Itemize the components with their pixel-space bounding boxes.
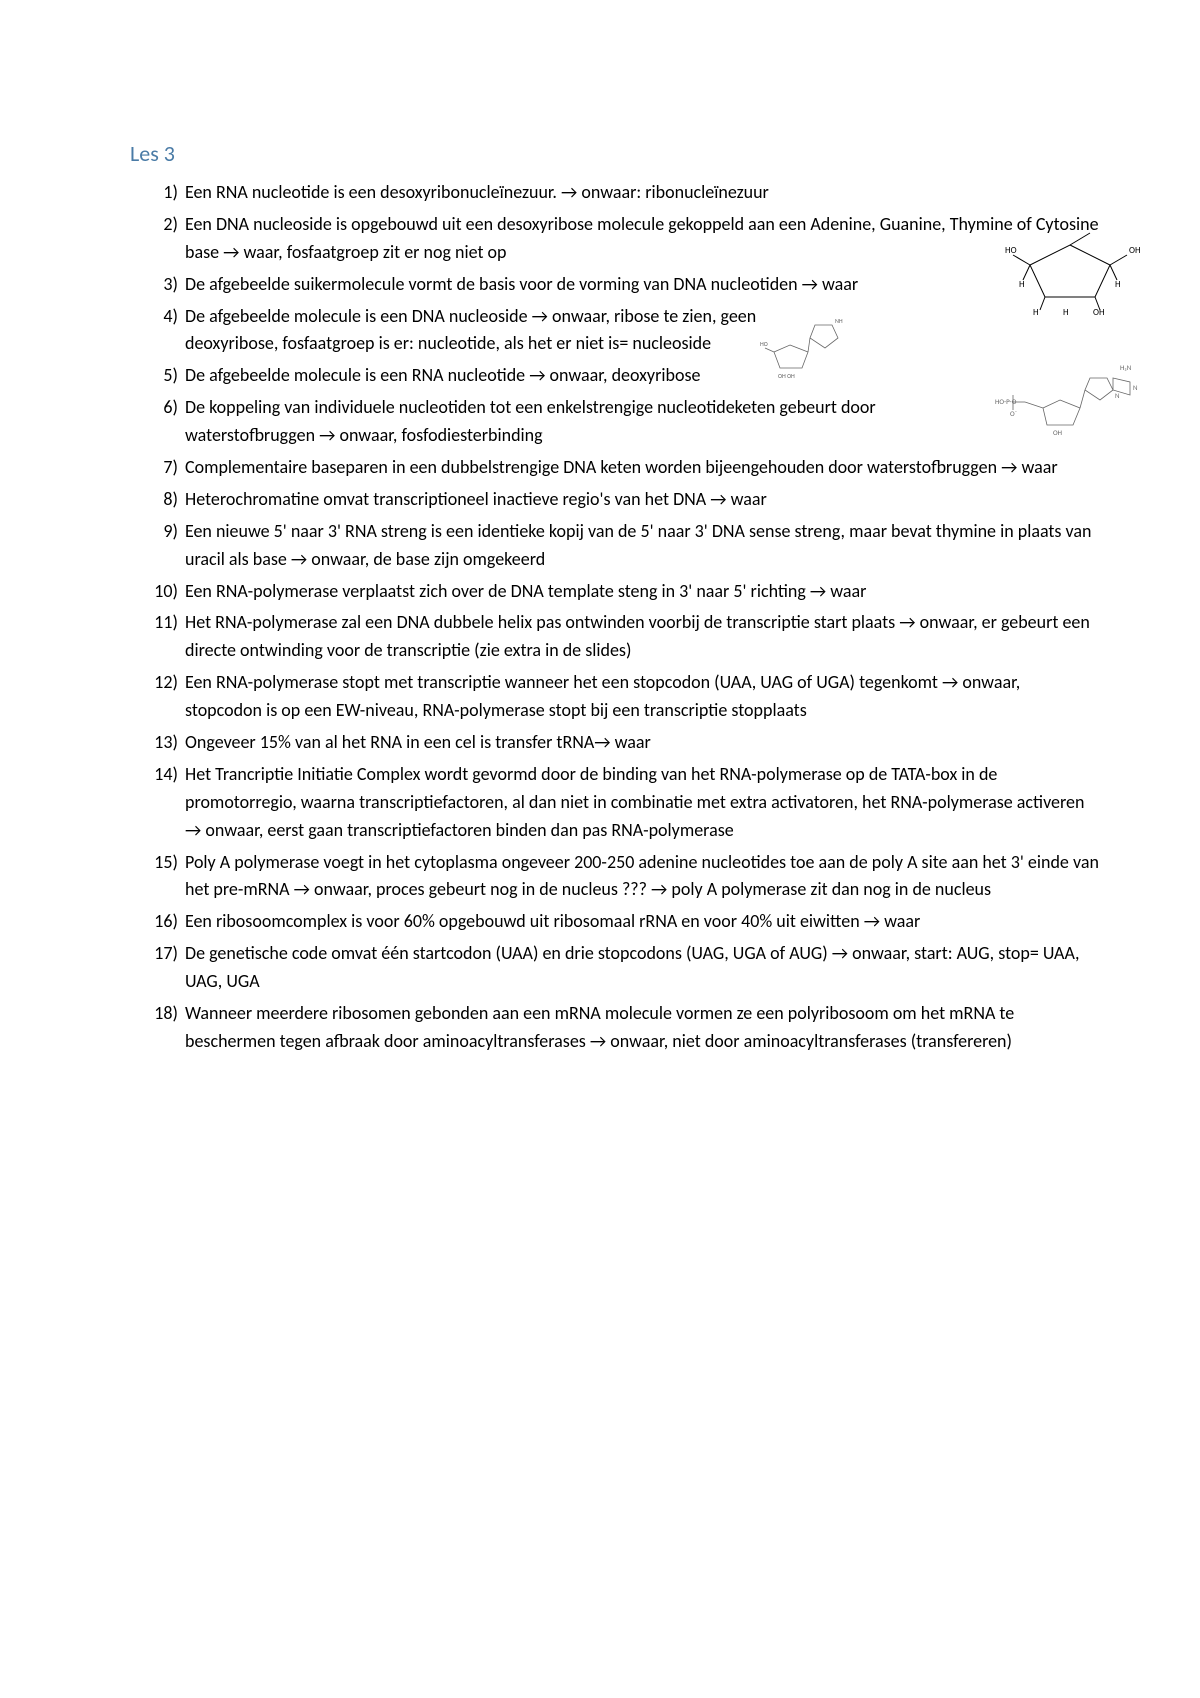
list-item: Complementaire baseparen in een dubbelst…: [140, 454, 1100, 482]
sugar-molecule-diagram: HO OH H H H OH H: [995, 225, 1145, 315]
list-item: De koppeling van individuele nucleotiden…: [140, 394, 1100, 450]
question-list: Een RNA nucleotide is een desoxyribonucl…: [140, 179, 1100, 1056]
nucleoside-molecule-diagram: HO NH OH OH: [760, 310, 850, 380]
svg-text:H: H: [1115, 279, 1121, 290]
svg-text:H₂N: H₂N: [1120, 363, 1132, 372]
list-item: Een RNA-polymerase verplaatst zich over …: [140, 578, 1100, 606]
list-item: Het RNA-polymerase zal een DNA dubbele h…: [140, 609, 1100, 665]
svg-text:HO-P-O: HO-P-O: [995, 397, 1017, 406]
list-item: Poly A polymerase voegt in het cytoplasm…: [140, 849, 1100, 905]
lesson-title: Les 3: [130, 140, 1100, 167]
list-item: De genetische code omvat één startcodon …: [140, 940, 1100, 996]
svg-text:OH: OH: [1129, 245, 1141, 256]
list-item: Het Trancriptie Initiatie Complex wordt …: [140, 761, 1100, 845]
list-item: Ongeveer 15% van al het RNA in een cel i…: [140, 729, 1100, 757]
list-item: De afgebeelde molecule is een DNA nucleo…: [140, 303, 1100, 359]
svg-text:OH: OH: [1053, 428, 1062, 437]
list-item: Een ribosoomcomplex is voor 60% opgebouw…: [140, 908, 1100, 936]
list-item: Een DNA nucleoside is opgebouwd uit een …: [140, 211, 1100, 267]
list-item: Een nieuwe 5' naar 3' RNA streng is een …: [140, 518, 1100, 574]
svg-text:N: N: [1133, 383, 1138, 392]
list-item: Een RNA nucleotide is een desoxyribonucl…: [140, 179, 1100, 207]
svg-text:N: N: [1115, 391, 1120, 400]
list-item: Wanneer meerdere ribosomen gebonden aan …: [140, 1000, 1100, 1056]
list-item: De afgebeelde suikermolecule vormt de ba…: [140, 271, 1100, 299]
svg-text:H: H: [1063, 307, 1069, 315]
svg-text:NH: NH: [835, 317, 843, 325]
svg-text:OH OH: OH OH: [778, 372, 795, 380]
svg-text:H: H: [1019, 279, 1025, 290]
nucleotide-molecule-diagram: H₂N N N HO-P-O O⁻ OH: [995, 360, 1145, 440]
list-item: Heterochromatine omvat transcriptioneel …: [140, 486, 1100, 514]
svg-text:O⁻: O⁻: [1010, 409, 1017, 418]
svg-text:HO: HO: [760, 340, 768, 348]
list-item: Een RNA-polymerase stopt met transcripti…: [140, 669, 1100, 725]
list-item: De afgebeelde molecule is een RNA nucleo…: [140, 362, 1100, 390]
svg-text:OH: OH: [1093, 307, 1105, 315]
svg-text:H: H: [1033, 307, 1039, 315]
svg-text:HO: HO: [1005, 245, 1017, 256]
